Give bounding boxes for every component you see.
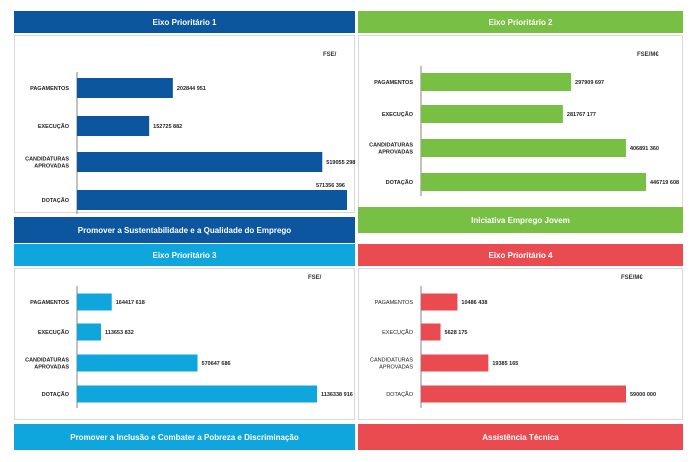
category-label: APROVADAS xyxy=(379,365,413,371)
category-label: EXECUÇÃO xyxy=(382,111,414,118)
bar xyxy=(421,385,626,403)
panel-footer: Promover a Sustentabilidade e a Qualidad… xyxy=(14,217,355,243)
panel-footer: Promover a Inclusão e Combater a Pobreza… xyxy=(14,424,355,450)
value-label: 281767 177 xyxy=(567,112,596,118)
panel-eixo-3: Eixo Prioritário 3 FSE/PAGAMENTOS 164417 … xyxy=(14,244,355,452)
value-label: 113653 832 xyxy=(105,330,134,336)
value-label: 5628 175 xyxy=(445,330,468,336)
category-label: DOTAÇÃO xyxy=(386,179,414,186)
bar xyxy=(77,78,173,98)
bar xyxy=(77,116,150,136)
value-label: 19385 165 xyxy=(492,361,518,367)
category-label: PAGAMENTOS xyxy=(30,300,69,306)
value-label: 446719 608 xyxy=(650,180,679,186)
category-label: EXECUÇÃO xyxy=(38,123,70,130)
value-label: 152725 882 xyxy=(153,124,182,130)
panel-eixo-2: Eixo Prioritário 2 FSE/M€ PAGAMENTOS 29790… xyxy=(358,11,683,233)
category-label: PAGAMENTOS xyxy=(374,80,413,86)
panel-eixo-1: Eixo Prioritário 1 FSE/PAGAMENTOS 202844 … xyxy=(14,11,355,243)
bar xyxy=(77,323,102,341)
value-label: 164417 618 xyxy=(116,300,145,306)
bar xyxy=(421,139,626,157)
panel-footer: Assistência Técnica xyxy=(358,424,683,450)
value-label: 297909 697 xyxy=(575,80,604,86)
value-label: 1136338 916 xyxy=(321,392,353,398)
category-label: CANDIDATURAS xyxy=(370,358,413,364)
unit-label: FSE/ xyxy=(323,52,337,58)
category-label: APROVADAS xyxy=(34,164,69,170)
category-label: DOTAÇÃO xyxy=(42,197,70,204)
category-label: CANDIDATURAS xyxy=(25,157,69,163)
value-label: 202844 951 xyxy=(177,86,206,92)
value-label: 10486 438 xyxy=(461,300,487,306)
bar xyxy=(421,293,458,311)
bar xyxy=(421,323,441,341)
unit-label: FSE/M€ xyxy=(621,275,643,281)
chart-area: FSE/PAGAMENTOS 164417 618 EXECUÇÃO 113653 8… xyxy=(14,268,355,420)
category-label: DOTAÇÃO xyxy=(42,391,70,398)
panel-header: Eixo Prioritário 3 xyxy=(14,244,355,266)
bar xyxy=(77,385,317,403)
bar-chart: FSE/PAGAMENTOS 202844 951 EXECUÇÃO 152725 8… xyxy=(25,52,355,214)
category-label: PAGAMENTOS xyxy=(30,86,69,92)
unit-label: FSE/M€ xyxy=(637,52,659,58)
bar xyxy=(77,152,323,172)
value-label: 59000 000 xyxy=(630,392,656,398)
chart-area: FSE/M€ PAGAMENTOS 10486 438 EXECUÇÃO 5628 17… xyxy=(358,268,683,420)
category-label: APROVADAS xyxy=(378,150,413,156)
category-label: PAGAMENTOS xyxy=(375,300,414,306)
panel-header: Eixo Prioritário 2 xyxy=(358,11,683,33)
category-label: APROVADAS xyxy=(34,365,69,371)
bar xyxy=(77,293,112,311)
bar xyxy=(77,354,198,372)
category-label: EXECUÇÃO xyxy=(382,329,414,336)
bar-chart: FSE/M€ PAGAMENTOS 10486 438 EXECUÇÃO 5628 17… xyxy=(370,275,656,408)
panel-header: Eixo Prioritário 4 xyxy=(358,244,683,266)
bar xyxy=(421,73,572,91)
panel-footer: Iniciativa Emprego Jovem xyxy=(358,207,683,233)
panel-header: Eixo Prioritário 1 xyxy=(14,11,355,33)
bar-chart: FSE/PAGAMENTOS 164417 618 EXECUÇÃO 113653 8… xyxy=(25,275,353,408)
bar xyxy=(421,105,563,123)
value-label: 570647 686 xyxy=(202,361,231,367)
value-label: 406891 360 xyxy=(630,146,659,152)
bar-chart: FSE/M€ PAGAMENTOS 297909 697 EXECUÇÃO 281767… xyxy=(369,52,679,196)
chart-area: FSE/PAGAMENTOS 202844 951 EXECUÇÃO 152725 8… xyxy=(14,35,355,214)
bar xyxy=(421,173,646,191)
category-label: DOTAÇÃO xyxy=(386,391,414,398)
bar xyxy=(421,354,489,372)
bar xyxy=(77,190,347,210)
category-label: CANDIDATURAS xyxy=(25,358,69,364)
value-label: 519055 298 xyxy=(326,160,355,166)
chart-area: FSE/M€ PAGAMENTOS 297909 697 EXECUÇÃO 281767… xyxy=(358,35,683,213)
category-label: CANDIDATURAS xyxy=(369,143,413,149)
value-label: 571356 396 xyxy=(316,183,345,189)
panel-eixo-4: Eixo Prioritário 4 FSE/M€ PAGAMENTOS 10486… xyxy=(358,244,683,452)
unit-label: FSE/ xyxy=(308,275,322,281)
category-label: EXECUÇÃO xyxy=(38,329,70,336)
